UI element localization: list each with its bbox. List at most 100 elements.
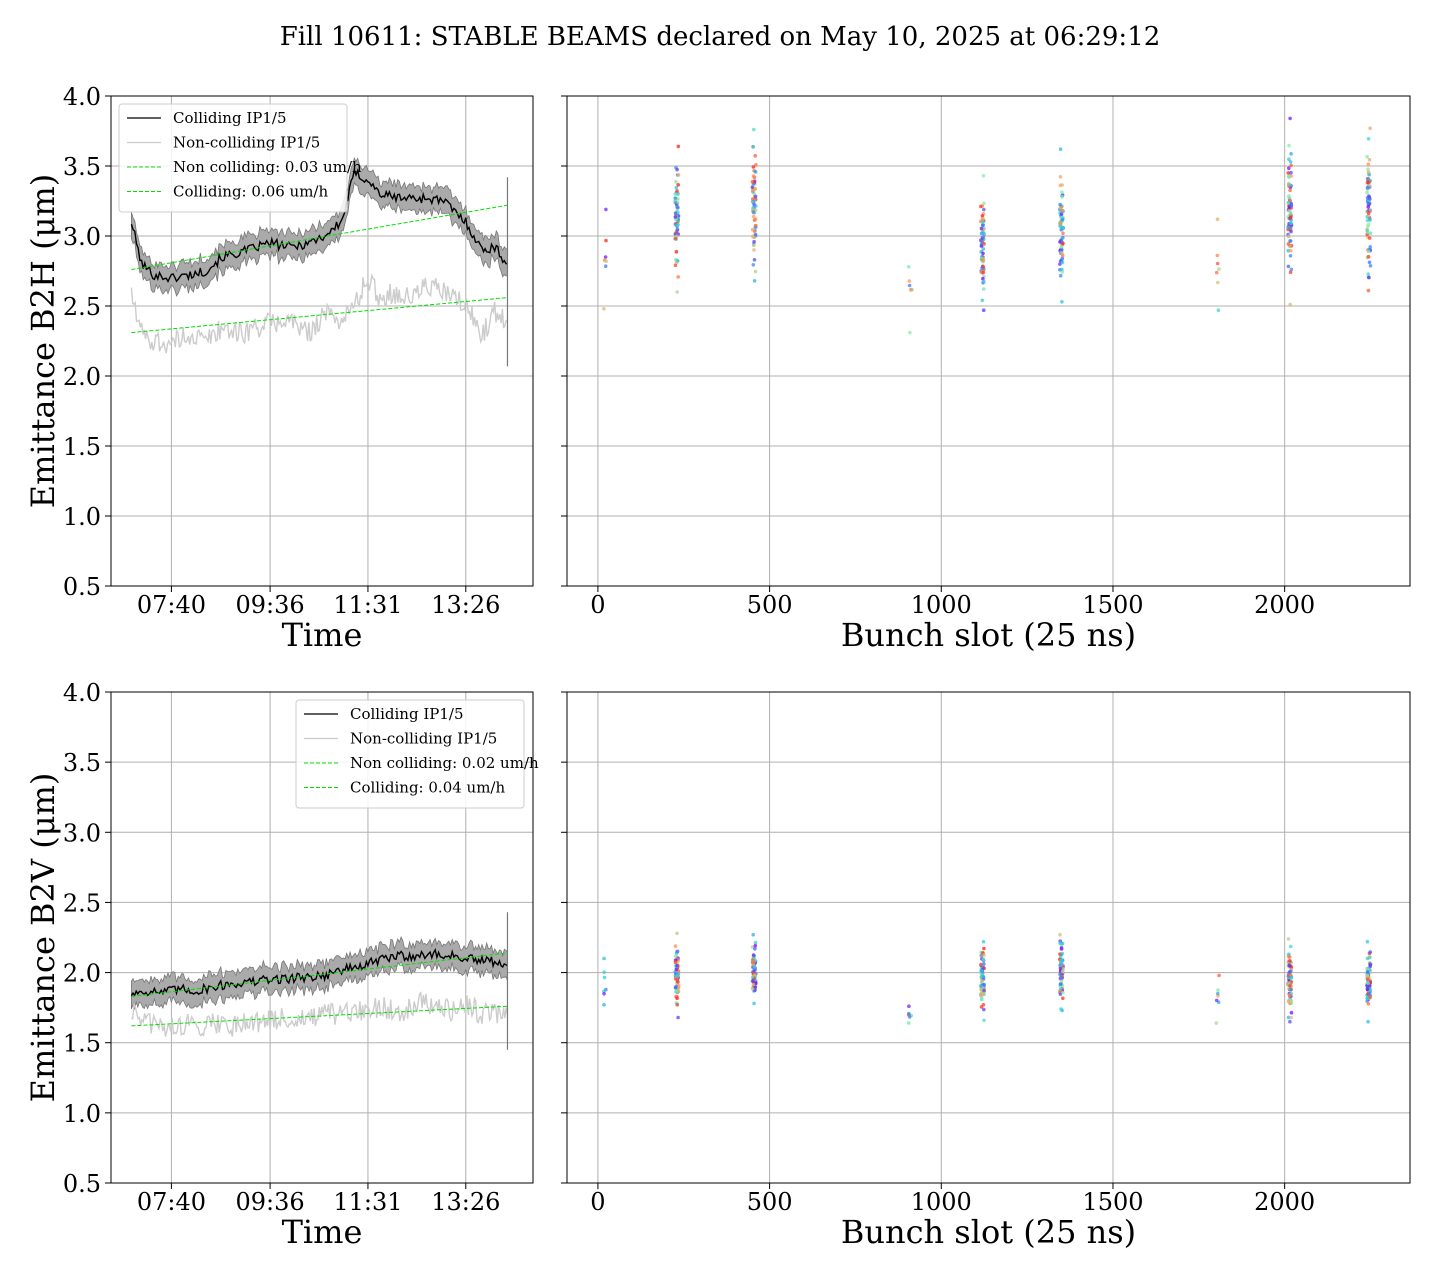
bunch-train <box>979 939 986 1023</box>
bunch-point <box>752 258 757 262</box>
bunch-point <box>753 232 758 237</box>
bunch-point <box>752 279 757 283</box>
bunch-point <box>1366 205 1370 209</box>
y-tick-label: 4.0 <box>63 679 101 707</box>
x-tick-label: 1000 <box>911 1188 972 1216</box>
bunch-point <box>1365 973 1370 978</box>
y-tick-label: 2.5 <box>63 293 101 321</box>
bunch-point <box>673 211 678 216</box>
bunch-point <box>673 196 677 200</box>
bunch-point <box>752 243 756 248</box>
bunch-point <box>674 967 679 972</box>
bunch-point <box>979 244 984 248</box>
panel-b2v-slot: 0 500 1000 1500 2000 Bunch slot (25 ns) <box>561 691 1411 1251</box>
bunch-point <box>979 968 984 973</box>
bunch-point <box>906 1021 911 1025</box>
bunch-point <box>604 259 608 264</box>
bunch-point <box>675 931 679 936</box>
legend-entry: Colliding: 0.06 um/h <box>173 183 328 201</box>
x-tick-label: 0 <box>590 1188 605 1216</box>
bunch-point <box>1368 231 1373 235</box>
bunch-point <box>604 207 608 212</box>
bunch-point <box>752 965 757 969</box>
bunch-point <box>1060 267 1064 272</box>
bunch-point <box>675 963 679 968</box>
bunch-point <box>1366 288 1371 293</box>
bunch-point <box>752 175 757 180</box>
bunch-point <box>906 265 911 269</box>
bunch-train <box>1286 937 1294 1024</box>
bunch-point <box>1216 991 1220 996</box>
bunch-point <box>981 308 986 313</box>
x-tick-label: 11:31 <box>333 591 402 619</box>
y-tick-label: 3.5 <box>63 749 101 777</box>
bunch-point <box>1058 966 1063 971</box>
bunch-point <box>1217 973 1221 978</box>
bunch-point <box>1365 996 1369 1001</box>
bunch-point <box>751 953 756 957</box>
bunch-point <box>1367 157 1372 162</box>
bunch-point <box>1288 160 1293 164</box>
bunch-train <box>1286 116 1294 307</box>
bunch-train <box>1058 147 1065 304</box>
bunch-point <box>751 214 756 219</box>
bunch-point <box>1366 224 1370 229</box>
bunch-point <box>752 1001 756 1006</box>
bunch-point <box>1368 245 1372 249</box>
bunch-point <box>1366 167 1370 171</box>
bunch-point <box>1365 154 1369 159</box>
bunch-point <box>673 236 677 241</box>
bunch-point <box>751 210 756 215</box>
bunch-point <box>982 946 986 951</box>
bunch-point <box>1288 211 1293 216</box>
bunch-point <box>982 982 986 987</box>
bunch-point <box>1287 952 1291 957</box>
bunch-point <box>980 214 985 218</box>
x-tick-label: 07:40 <box>137 591 206 619</box>
bunch-point <box>604 987 608 992</box>
bunch-point <box>982 232 986 236</box>
bunch-point <box>602 1003 606 1007</box>
bunch-point <box>1288 944 1293 949</box>
y-tick-label: 0.5 <box>63 573 101 601</box>
bunch-point <box>1058 222 1063 226</box>
bunch-point <box>1288 987 1293 992</box>
bunch-point <box>1058 932 1062 937</box>
x-tick-label: 1000 <box>911 591 972 619</box>
bunch-point <box>1366 977 1370 981</box>
legend-box <box>295 699 525 809</box>
bunch-point <box>750 179 755 184</box>
bunch-point <box>981 220 985 225</box>
bunch-point <box>753 223 758 228</box>
x-tick-label: 13:26 <box>431 591 500 619</box>
bunch-point <box>1287 234 1291 239</box>
x-axis-label: Bunch slot (25 ns) <box>841 1213 1136 1251</box>
bunch-point <box>676 144 681 149</box>
bunch-point <box>1288 226 1293 230</box>
bunch-point <box>982 953 986 957</box>
bunch-point <box>979 993 983 998</box>
bunch-train <box>750 127 758 283</box>
bunch-train <box>979 174 986 313</box>
bunch-point <box>981 957 986 961</box>
bunch-point <box>1287 166 1291 170</box>
bunch-point <box>981 287 986 291</box>
y-tick-label: 0.5 <box>63 1170 101 1198</box>
bunch-train <box>1365 939 1373 1024</box>
y-tick-label: 3.0 <box>63 819 101 847</box>
legend-entry: Colliding: 0.04 um/h <box>350 779 505 797</box>
bunch-point <box>1289 174 1294 178</box>
bunch-point <box>1368 208 1373 212</box>
bunch-point <box>982 962 986 966</box>
bunch-train <box>750 932 758 1006</box>
bunch-point <box>676 192 680 196</box>
bunch-point <box>981 235 986 239</box>
bunch-point <box>1365 180 1370 185</box>
bunch-train <box>673 144 681 294</box>
bunch-point <box>1058 175 1063 179</box>
bunch-train <box>1365 126 1373 293</box>
bunch-point <box>1286 264 1291 269</box>
legend-entry: Colliding IP1/5 <box>173 109 287 127</box>
bunch-point <box>750 185 755 190</box>
